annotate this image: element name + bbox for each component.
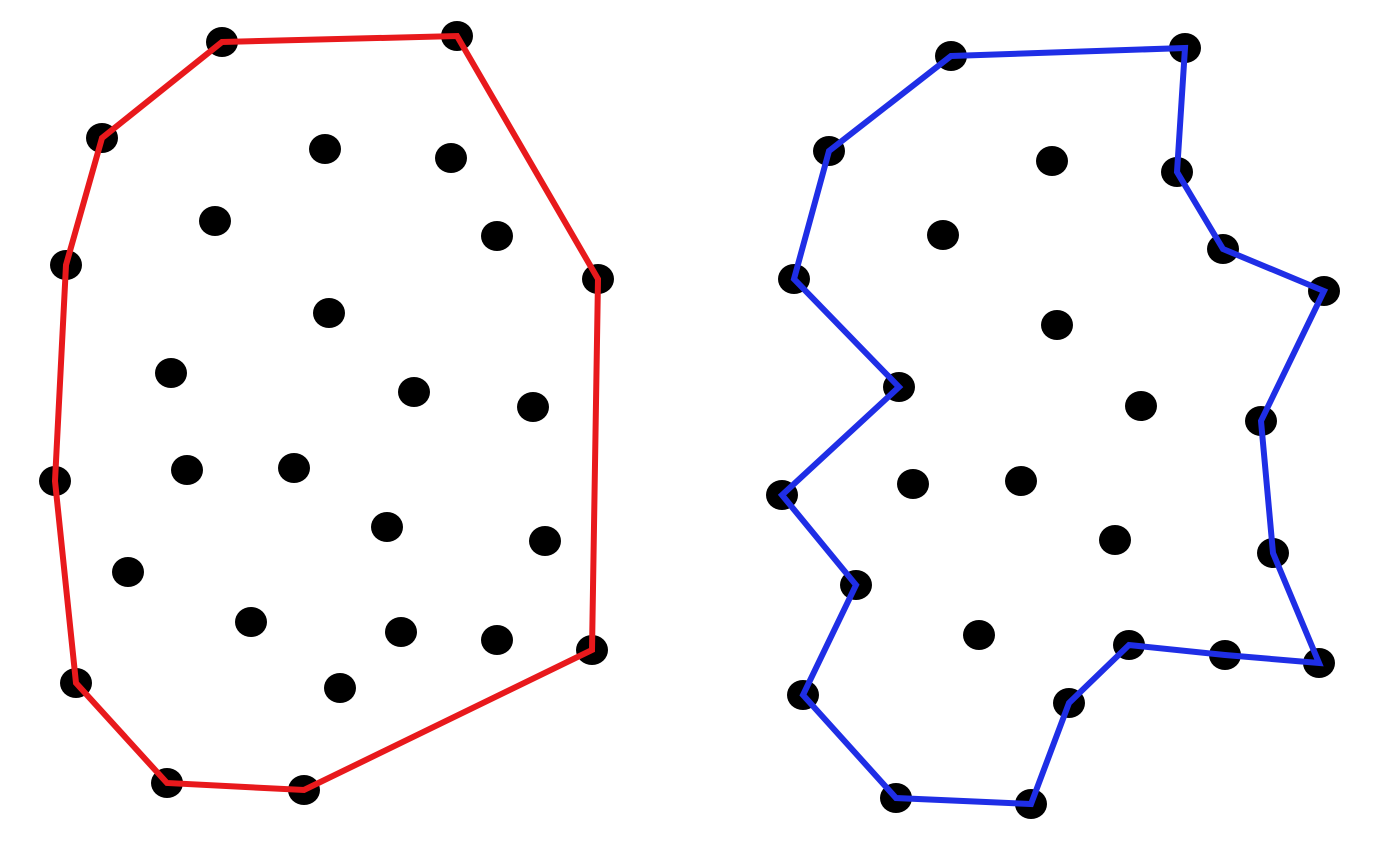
convex-point-19 [235, 607, 267, 637]
concave-point-3 [1036, 146, 1068, 176]
convex-point-9 [313, 298, 345, 328]
concave-point-16 [1099, 525, 1131, 555]
concave-point-13 [897, 469, 929, 499]
concave-point-19 [963, 620, 995, 650]
convex-point-10 [155, 358, 187, 388]
concave-hull-outline [777, 44, 1329, 808]
convex-point-14 [278, 453, 310, 483]
convex-hull-outline [51, 32, 602, 794]
convex-point-5 [199, 206, 231, 236]
convex-hull-panel [39, 21, 614, 805]
concave-point-14 [1005, 466, 1037, 496]
convex-point-13 [171, 455, 203, 485]
concave-hull-panel [766, 33, 1340, 819]
convex-point-18 [112, 557, 144, 587]
convex-point-6 [481, 221, 513, 251]
concave-point-5 [927, 220, 959, 250]
convex-point-4 [435, 143, 467, 173]
convex-point-3 [309, 134, 341, 164]
convex-point-21 [481, 625, 513, 655]
convex-point-17 [529, 526, 561, 556]
concave-point-9 [1041, 310, 1073, 340]
convex-point-20 [385, 617, 417, 647]
convex-point-12 [517, 392, 549, 422]
convex-point-11 [398, 377, 430, 407]
concave-point-11 [1125, 391, 1157, 421]
convex-point-24 [324, 673, 356, 703]
convex-point-16 [371, 512, 403, 542]
